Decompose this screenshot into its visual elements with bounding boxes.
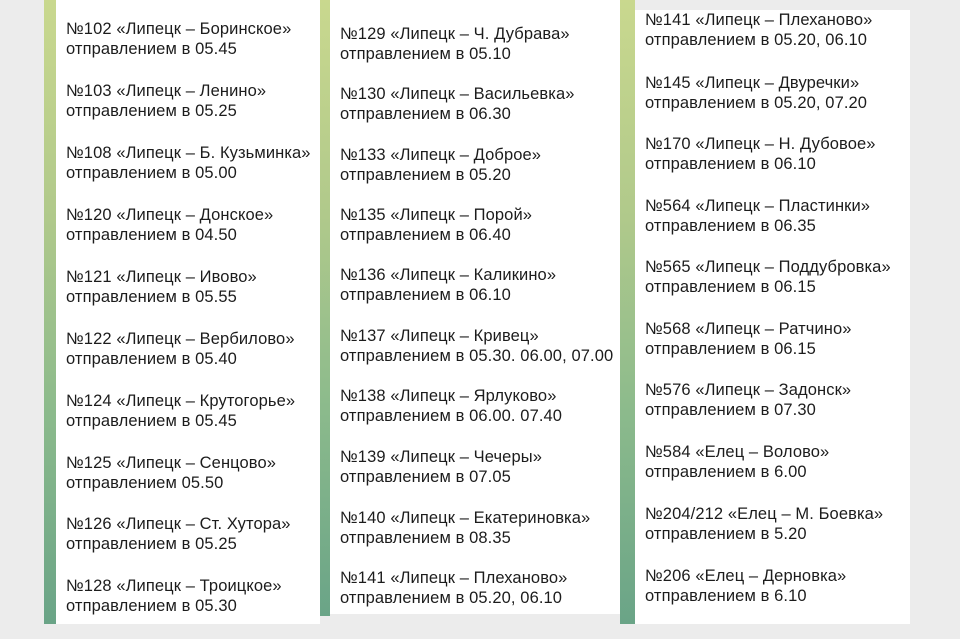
route-name: №122 «Липецк – Вербилово» [66, 330, 295, 348]
route-name: №170 «Липецк – Н. Дубовое» [645, 135, 876, 153]
route-name: №141 «Липецк – Плеханово» [645, 11, 873, 29]
departure-time: отправлением в 06.35 [645, 217, 816, 235]
list-item: №141 «Липецк – Плеханово» отправлением в… [330, 568, 620, 608]
route-name: №102 «Липецк – Боринское» [66, 20, 292, 38]
departure-time: отправлением в 05.25 [66, 102, 237, 120]
departure-time: отправлением в 06.15 [645, 340, 816, 358]
departure-time: отправлением в 06.40 [340, 226, 511, 244]
route-name: №125 «Липецк – Сенцово» [66, 454, 277, 472]
list-item: №204/212 «Елец – М. Боевка» отправлением… [635, 504, 910, 544]
list-item: №129 «Липецк – Ч. Дубрава» отправлением … [330, 24, 620, 64]
departure-time: отправлением в 06.00. 07.40 [340, 407, 563, 425]
list-item: №139 «Липецк – Чечеры» отправлением в 07… [330, 447, 620, 487]
route-name: №103 «Липецк – Ленино» [66, 82, 267, 100]
departure-time: отправлением в 07.05 [340, 468, 511, 486]
route-name: №141 «Липецк – Плеханово» [340, 569, 568, 587]
departure-time: отправлением в 05.20 [340, 166, 511, 184]
list-item: №125 «Липецк – Сенцово» отправлением 05.… [56, 453, 320, 493]
departure-time: отправлением в 6.10 [645, 587, 807, 605]
route-name: №124 «Липецк – Крутогорье» [66, 392, 296, 410]
departure-time: отправлением в 05.45 [66, 40, 237, 58]
departure-time: отправлением в 6.00 [645, 463, 807, 481]
departure-time: отправлением в 05.20, 07.20 [645, 94, 868, 112]
route-name: №576 «Липецк – Задонск» [645, 381, 852, 399]
list-item: №121 «Липецк – Ивово» отправлением в 05.… [56, 267, 320, 307]
route-name: №568 «Липецк – Ратчино» [645, 320, 852, 338]
departure-time: отправлением в 06.15 [645, 278, 816, 296]
route-name: №126 «Липецк – Ст. Хутора» [66, 515, 291, 533]
schedule-column-2: №129 «Липецк – Ч. Дубрава» отправлением … [330, 0, 620, 614]
route-name: №128 «Липецк – Троицкое» [66, 577, 282, 595]
list-item: №584 «Елец – Волово» отправлением в 6.00 [635, 442, 910, 482]
list-item: №103 «Липецк – Ленино» отправлением в 05… [56, 81, 320, 121]
departure-time: отправлением в 05.45 [66, 412, 237, 430]
departure-time: отправлением в 05.20, 06.10 [645, 31, 868, 49]
list-item: №122 «Липецк – Вербилово» отправлением в… [56, 329, 320, 369]
list-item: №135 «Липецк – Порой» отправлением в 06.… [330, 205, 620, 245]
green-strip-right [620, 0, 635, 624]
departure-time: отправлением в 05.30 [66, 597, 237, 615]
list-item: №102 «Липецк – Боринское» отправлением в… [56, 19, 320, 59]
list-item: №206 «Елец – Дерновка» отправлением в 6.… [635, 566, 910, 606]
route-name: №140 «Липецк – Екатериновка» [340, 509, 591, 527]
route-name: №129 «Липецк – Ч. Дубрава» [340, 25, 570, 43]
route-name: №108 «Липецк – Б. Кузьминка» [66, 144, 311, 162]
departure-time: отправлением в 06.10 [645, 155, 816, 173]
route-name: №135 «Липецк – Порой» [340, 206, 533, 224]
departure-time: отправлением в 08.35 [340, 529, 511, 547]
list-item: №137 «Липецк – Кривец» отправлением в 05… [330, 326, 620, 366]
list-item: №170 «Липецк – Н. Дубовое» отправлением … [635, 134, 910, 174]
route-name: №139 «Липецк – Чечеры» [340, 448, 542, 466]
list-item: №576 «Липецк – Задонск» отправлением в 0… [635, 380, 910, 420]
departure-time: отправлением в 05.25 [66, 535, 237, 553]
list-item: №136 «Липецк – Каликино» отправлением в … [330, 265, 620, 305]
departure-time: отправлением в 06.10 [340, 286, 511, 304]
route-name: №130 «Липецк – Васильевка» [340, 85, 575, 103]
list-item: №140 «Липецк – Екатериновка» отправление… [330, 508, 620, 548]
route-name: №133 «Липецк – Доброе» [340, 146, 542, 164]
list-item: №138 «Липецк – Ярлуково» отправлением в … [330, 386, 620, 426]
departure-time: отправлением в 05.30. 06.00, 07.00 [340, 347, 614, 365]
route-name: №584 «Елец – Волово» [645, 443, 830, 461]
list-item: №565 «Липецк – Поддубровка» отправлением… [635, 257, 910, 297]
route-name: №120 «Липецк – Донское» [66, 206, 274, 224]
departure-time: отправлением в 5.20 [645, 525, 807, 543]
route-name: №564 «Липецк – Пластинки» [645, 197, 871, 215]
departure-time: отправлением в 05.00 [66, 164, 237, 182]
list-item: №564 «Липецк – Пластинки» отправлением в… [635, 196, 910, 236]
list-item: №124 «Липецк – Крутогорье» отправлением … [56, 391, 320, 431]
route-name: №204/212 «Елец – М. Боевка» [645, 505, 884, 523]
route-name: №145 «Липецк – Двуречки» [645, 74, 860, 92]
route-name: №565 «Липецк – Поддубровка» [645, 258, 891, 276]
green-strip-left [44, 0, 56, 624]
list-item: №141 «Липецк – Плеханово» отправлением в… [635, 10, 910, 50]
route-name: №138 «Липецк – Ярлуково» [340, 387, 557, 405]
route-name: №206 «Елец – Дерновка» [645, 567, 847, 585]
list-item: №568 «Липецк – Ратчино» отправлением в 0… [635, 319, 910, 359]
departure-time: отправлением в 05.40 [66, 350, 237, 368]
list-item: №108 «Липецк – Б. Кузьминка» отправление… [56, 143, 320, 183]
route-name: №136 «Липецк – Каликино» [340, 266, 557, 284]
departure-time: отправлением в 04.50 [66, 226, 237, 244]
list-item: №128 «Липецк – Троицкое» отправлением в … [56, 576, 320, 616]
list-item: №145 «Липецк – Двуречки» отправлением в … [635, 73, 910, 113]
departure-time: отправлением 05.50 [66, 474, 224, 492]
departure-time: отправлением в 06.30 [340, 105, 511, 123]
list-item: №126 «Липецк – Ст. Хутора» отправлением … [56, 514, 320, 554]
route-name: №137 «Липецк – Кривец» [340, 327, 539, 345]
schedule-column-3: №141 «Липецк – Плеханово» отправлением в… [635, 10, 910, 624]
list-item: №120 «Липецк – Донское» отправлением в 0… [56, 205, 320, 245]
list-item: №133 «Липецк – Доброе» отправлением в 05… [330, 145, 620, 185]
departure-time: отправлением в 05.20, 06.10 [340, 589, 563, 607]
departure-time: отправлением в 07.30 [645, 401, 816, 419]
departure-time: отправлением в 05.10 [340, 45, 511, 63]
green-strip-middle [320, 0, 330, 616]
list-item: №130 «Липецк – Васильевка» отправлением … [330, 84, 620, 124]
route-name: №121 «Липецк – Ивово» [66, 268, 257, 286]
departure-time: отправлением в 05.55 [66, 288, 237, 306]
schedule-column-1: №102 «Липецк – Боринское» отправлением в… [56, 0, 320, 624]
